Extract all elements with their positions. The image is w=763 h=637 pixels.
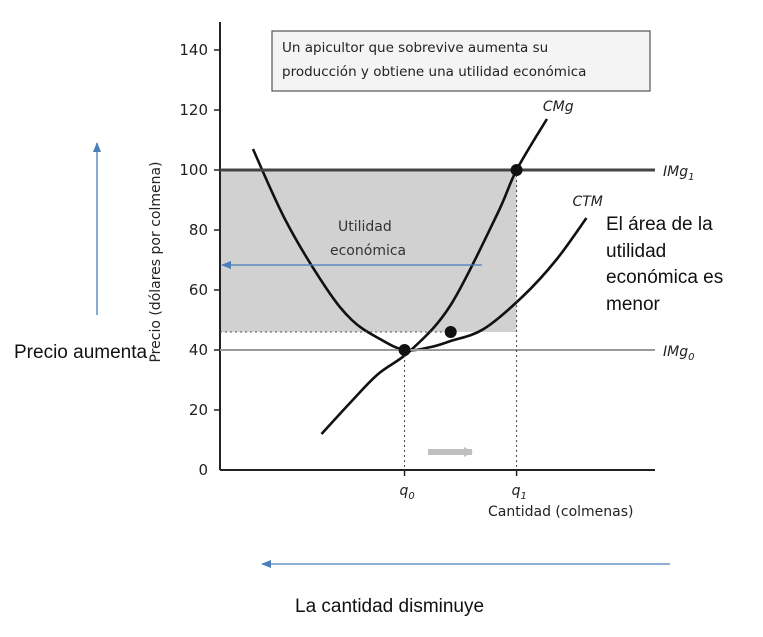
y-axis-label: Precio (dólares por colmena) [148, 161, 164, 362]
series-label: IMg0 [663, 344, 694, 363]
y-tick-label: 100 [179, 161, 208, 179]
annotation-quantity-decreases: La cantidad disminuye [295, 596, 485, 617]
note-line-1: Un apicultor que sobrevive aumenta su [282, 40, 548, 56]
note-line-2: producción y obtiene una utilidad económ… [282, 64, 586, 80]
y-tick-label: 140 [179, 41, 208, 59]
x-tick-label: q0 [400, 483, 415, 502]
economic-profit-area [220, 170, 517, 332]
y-tick-label: 20 [189, 401, 208, 419]
series-line [320, 118, 549, 435]
annotation-price-rises: Precio aumenta [14, 342, 148, 363]
series-label: CTM [572, 194, 602, 210]
x-axis-label: Cantidad (colmenas) [488, 504, 633, 520]
area-label-line-2: económica [330, 243, 406, 259]
y-tick-label: 80 [189, 221, 208, 239]
note-box [271, 30, 651, 92]
y-tick-label: 40 [189, 341, 208, 359]
annotation-area-smaller: El área de la utilidad económica es meno… [606, 214, 724, 315]
y-tick-label: 120 [179, 101, 208, 119]
y-tick-label: 60 [189, 281, 208, 299]
data-point [510, 164, 523, 176]
series-label: CMg [543, 99, 574, 115]
data-point [398, 344, 411, 356]
x-tick-label: q1 [512, 483, 527, 502]
y-tick-label: 0 [198, 461, 208, 479]
area-label-line-1: Utilidad [338, 219, 392, 235]
data-point [444, 326, 457, 338]
series-label: IMg1 [663, 164, 694, 183]
